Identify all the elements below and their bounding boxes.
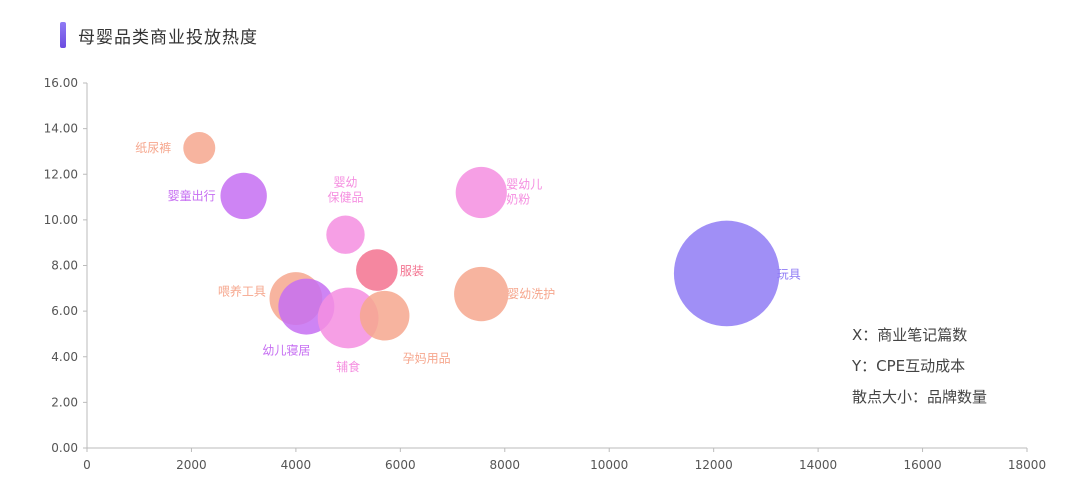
y-tick-label: 0.00 <box>51 441 78 455</box>
x-tick-label: 6000 <box>385 458 416 472</box>
bubble-point <box>356 249 398 291</box>
point-label: 辅食 <box>336 359 360 374</box>
point-label: 孕妈用品 <box>403 352 451 366</box>
y-tick-label: 2.00 <box>51 395 78 409</box>
point-label: 婴幼儿 <box>506 178 542 192</box>
point-label: 婴幼洗护 <box>507 287 555 301</box>
point-label: 纸尿裤 <box>135 141 171 155</box>
x-tick-label: 2000 <box>176 458 207 472</box>
bubble-point <box>455 166 507 219</box>
point-label: 婴童出行 <box>168 188 216 203</box>
bubble-point <box>220 172 267 220</box>
point-label: 婴幼 <box>333 176 357 190</box>
x-tick-label: 4000 <box>281 458 312 472</box>
point-label: 喂养工具 <box>218 284 266 299</box>
legend-y-label: Y：CPE互动成本 <box>852 357 966 375</box>
x-tick-label: 10000 <box>590 458 628 472</box>
x-tick-label: 0 <box>83 458 91 472</box>
x-tick-label: 12000 <box>695 458 733 472</box>
bubble-point <box>326 215 365 254</box>
y-tick-label: 16.00 <box>44 76 78 90</box>
bubble-point <box>454 266 509 322</box>
legend-size-label: 散点大小：品牌数量 <box>852 388 988 406</box>
bubble-point <box>359 290 410 341</box>
chart-axes: 0.00 2.00 4.00 6.00 8.00 10.00 12.00 14.00 16.00… <box>44 76 1046 472</box>
x-tick-label: 18000 <box>1008 458 1046 472</box>
bubble-point <box>673 220 780 327</box>
y-tick-label: 8.00 <box>51 259 78 273</box>
y-tick-label: 12.00 <box>44 167 78 181</box>
y-tick-label: 14.00 <box>44 122 78 136</box>
chart-title: 母婴品类商业投放热度 <box>78 27 258 48</box>
chart-title-bar: 母婴品类商业投放热度 <box>60 22 258 48</box>
point-label: 玩具 <box>777 267 801 281</box>
chart-legend: X：商业笔记篇数 Y：CPE互动成本 散点大小：品牌数量 <box>852 320 987 413</box>
y-tick-label: 4.00 <box>51 350 78 364</box>
bubble-point <box>317 287 379 349</box>
x-tick-label: 16000 <box>903 458 941 472</box>
point-label: 幼儿寝居 <box>262 343 310 358</box>
bubble-point <box>183 132 216 165</box>
x-tick-label: 8000 <box>490 458 521 472</box>
y-tick-label: 10.00 <box>44 213 78 227</box>
x-tick-label: 14000 <box>799 458 837 472</box>
title-accent-bar <box>60 22 66 48</box>
legend-x-label: X：商业笔记篇数 <box>852 326 968 344</box>
point-label: 奶粉 <box>506 193 530 207</box>
y-tick-label: 6.00 <box>51 304 78 318</box>
point-label: 保健品 <box>327 191 363 205</box>
point-label: 服装 <box>400 264 424 278</box>
